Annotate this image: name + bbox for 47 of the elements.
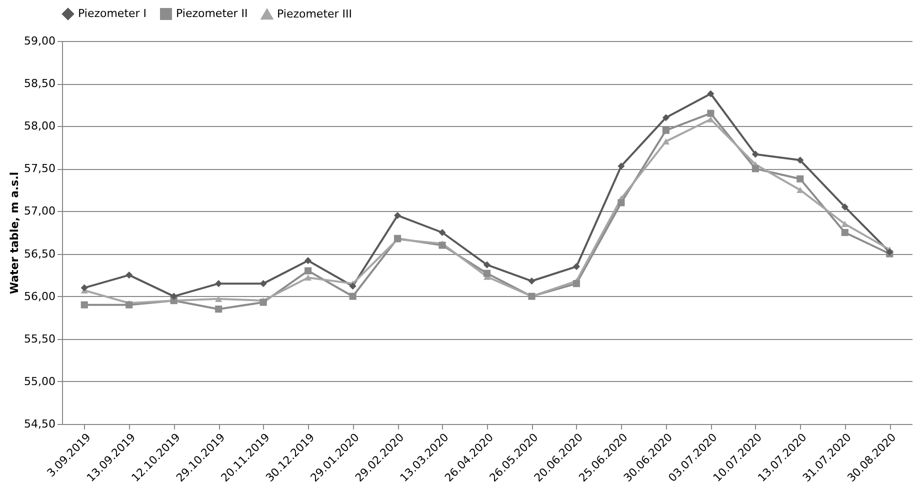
y-tick-label: 56,00: [24, 290, 56, 303]
legend-label: Piezometer I: [78, 7, 147, 20]
y-tick-label: 55,50: [24, 332, 56, 346]
point: [304, 257, 312, 264]
point: [483, 261, 491, 268]
point: [349, 282, 356, 290]
y-tick-label: 58,50: [24, 77, 56, 90]
point: [841, 203, 848, 211]
point: [260, 280, 267, 288]
point: [528, 277, 536, 285]
point: [618, 162, 625, 170]
point: [662, 126, 670, 134]
point: [80, 284, 88, 292]
point: [841, 228, 848, 236]
point: [662, 114, 670, 122]
legend-label: Piezometer II: [176, 7, 248, 20]
y-tick-label: 57,00: [24, 204, 56, 218]
point: [752, 150, 759, 158]
point: [215, 306, 222, 313]
point: [349, 292, 356, 300]
point: [215, 296, 222, 302]
y-tick-label: 59,00: [24, 34, 56, 48]
point: [438, 228, 446, 236]
point: [170, 292, 178, 300]
point: [483, 270, 491, 277]
point: [752, 165, 759, 172]
y-tick-label: 56,50: [24, 247, 56, 260]
point: [662, 138, 670, 144]
point: [707, 110, 714, 117]
y-tick-label: 54,50: [24, 418, 56, 430]
y-tick-label: 58,00: [24, 120, 56, 133]
y-tick-label: 57,50: [24, 162, 56, 176]
point: [80, 301, 88, 308]
point: [707, 90, 714, 98]
point: [841, 220, 848, 228]
point: [394, 212, 402, 220]
y-axis-title: Water table, m a.s.l: [8, 172, 22, 294]
point: [304, 274, 312, 281]
legend-label: Piezometer III: [277, 7, 352, 20]
point: [304, 267, 312, 274]
point: [796, 156, 804, 164]
point: [572, 263, 580, 270]
y-tick-label: 55,00: [24, 374, 56, 388]
point: [796, 175, 804, 182]
point: [215, 280, 222, 288]
point: [126, 272, 133, 279]
point: [618, 199, 625, 206]
